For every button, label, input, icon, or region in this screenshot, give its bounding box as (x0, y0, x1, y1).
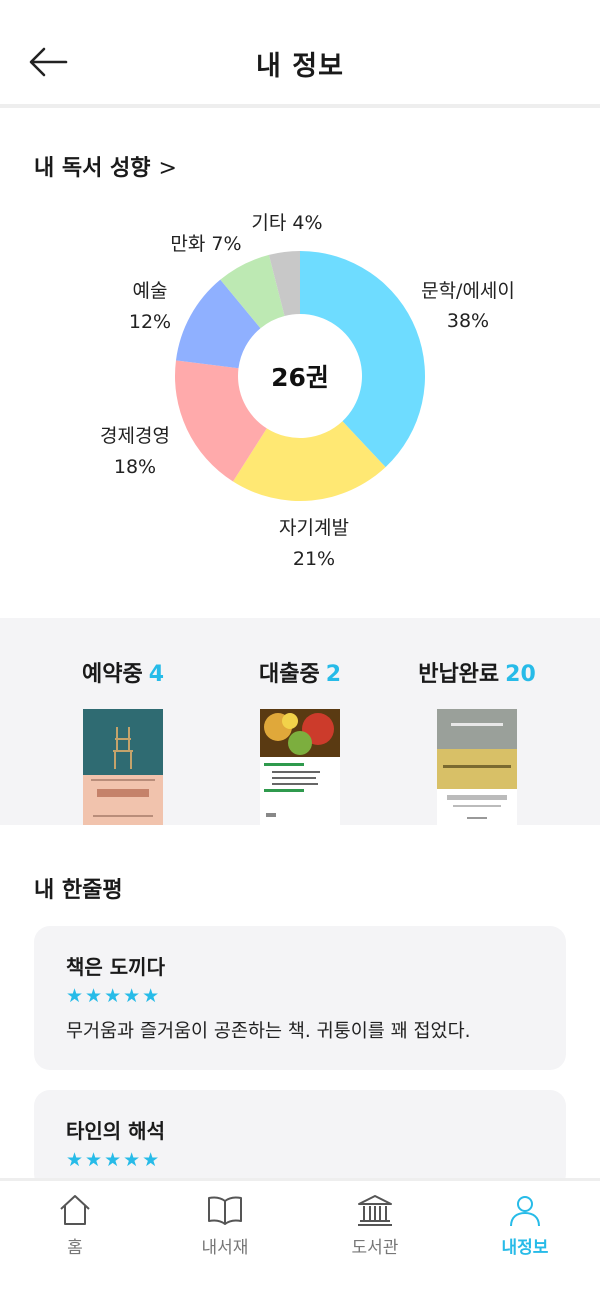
nav-library-label: 도서관 (351, 1238, 399, 1258)
returned-status[interactable]: 반납완료 20 (387, 656, 567, 688)
review-rating-stars: ★★★★★ (66, 985, 162, 1007)
slice-label-literature-pct: 38% (447, 310, 489, 332)
slice-label-selfhelp-name: 자기계발 (279, 517, 349, 539)
reserved-status[interactable]: 예약중 4 (33, 656, 213, 688)
review-rating-stars: ★★★★★ (66, 1149, 162, 1171)
returned-book-cover[interactable] (437, 709, 517, 825)
reviews-title: 내 한줄평 (34, 878, 123, 903)
borrowed-status[interactable]: 대출중 2 (210, 656, 390, 688)
nav-my-library-label: 내서재 (201, 1238, 249, 1258)
nav-profile-label: 내정보 (501, 1238, 549, 1258)
library-building-icon (358, 1195, 392, 1226)
open-book-icon (208, 1196, 242, 1225)
borrowed-book-cover[interactable] (260, 709, 340, 825)
returned-count: 20 (505, 662, 536, 687)
reserved-book-cover[interactable] (83, 709, 163, 825)
borrowed-count: 2 (325, 662, 342, 687)
home-icon (60, 1195, 90, 1225)
slice-label-art-name: 예술 (133, 280, 168, 302)
header-divider (0, 104, 600, 108)
slice-label-selfhelp-pct: 21% (293, 548, 335, 570)
donut-slice-4 (220, 254, 285, 329)
nav-home[interactable]: 홈 (0, 1193, 150, 1258)
donut-slice-2 (175, 360, 267, 482)
nav-my-library[interactable]: 내서재 (150, 1193, 300, 1258)
review-card[interactable]: 책은 도끼다 ★★★★★ 무거움과 즐거움이 공존하는 책. 귀퉁이를 꽤 접었… (34, 926, 566, 1070)
slice-label-art-pct: 12% (129, 311, 171, 333)
slice-label-economy-name: 경제경영 (100, 425, 170, 447)
page-title: 내 정보 (256, 51, 344, 82)
reserved-count: 4 (148, 662, 165, 687)
review-text: 무거움과 즐거움이 공존하는 책. 귀퉁이를 꽤 접었다. (66, 1021, 471, 1042)
slice-label-etc: 기타 4% (251, 212, 322, 234)
nav-profile[interactable]: 내정보 (450, 1193, 600, 1258)
borrowed-label: 대출중 (258, 662, 320, 687)
donut-slice-3 (175, 279, 261, 369)
review-book-title: 책은 도끼다 (66, 955, 165, 979)
nav-library[interactable]: 도서관 (300, 1193, 450, 1258)
review-card[interactable]: 타인의 해석 ★★★★★ (34, 1090, 566, 1190)
loan-status-panel: 예약중 4 대출중 2 반납완료 20 (0, 618, 600, 825)
donut-slice-0 (300, 251, 425, 468)
back-arrow-icon[interactable] (28, 44, 68, 80)
app-header: 내 정보 (0, 0, 600, 104)
reading-tendency-link[interactable]: 내 독서 성향 > (34, 150, 177, 182)
reserved-label: 예약중 (81, 662, 143, 687)
user-icon (510, 1196, 540, 1227)
chevron-right-icon: > (158, 156, 177, 181)
slice-label-economy-pct: 18% (114, 456, 156, 478)
total-books-label: 26권 (271, 363, 329, 392)
reading-tendency-title: 내 독서 성향 (34, 156, 151, 181)
reading-tendency-donut-chart: 26권 문학/에세이 38% 자기계발 21% 경제경영 18% 예술 12% … (100, 212, 515, 570)
donut-slice-5 (268, 251, 300, 316)
review-book-title: 타인의 해석 (66, 1119, 165, 1143)
slice-label-comics: 만화 7% (170, 233, 241, 255)
slice-label-literature-name: 문학/에세이 (421, 280, 515, 302)
donut-slice-1 (233, 421, 386, 501)
bottom-navigation: 홈 내서재 도서관 내정보 (0, 1178, 600, 1293)
nav-home-label: 홈 (67, 1238, 83, 1258)
returned-label: 반납완료 (418, 662, 500, 687)
